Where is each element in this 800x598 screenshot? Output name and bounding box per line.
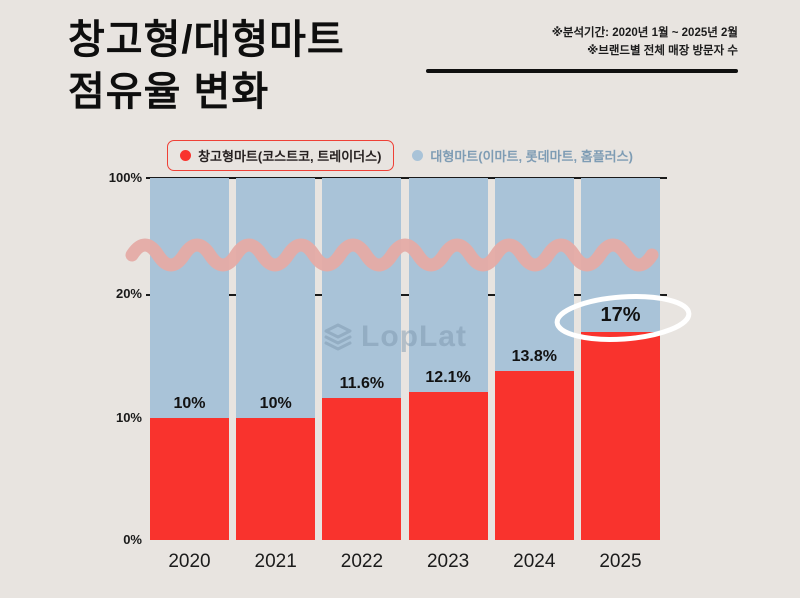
y-tick-label: 20% — [115, 286, 142, 301]
bar-warehouse — [408, 391, 488, 540]
bar-value-label: 12.1% — [425, 368, 471, 386]
bar-warehouse — [322, 397, 402, 540]
analysis-note: ※분석기간: 2020년 1월 ~ 2025년 2월 ※브랜드별 전체 매장 방… — [552, 24, 738, 60]
x-axis: 2020 2021 2022 2023 2024 2025 — [148, 551, 665, 581]
bar-value-label: 10% — [259, 394, 292, 412]
bar-chart: 10% 10% 11.6% 12.1% 13.8% 17% LopLat — [146, 177, 667, 540]
x-tick-label: 2024 — [513, 551, 556, 572]
legend: 창고형마트(코스트코, 트레이더스) 대형마트(이마트, 롯데마트, 홈플러스) — [0, 140, 800, 171]
x-tick-label: 2022 — [340, 551, 384, 572]
legend-item-hypermarket: 대형마트(이마트, 롯데마트, 홈플러스) — [412, 146, 633, 165]
legend-hypermarket-label: 대형마트(이마트, 롯데마트, 홈플러스) — [430, 149, 633, 164]
y-tick-label: 0% — [123, 532, 142, 547]
y-tick-label: 10% — [115, 409, 142, 425]
y-axis: 0% 10% 20% 100% — [58, 170, 142, 547]
blue-dot-icon — [412, 150, 424, 161]
analysis-period-text: ※분석기간: 2020년 1월 ~ 2025년 2월 — [551, 27, 738, 39]
y-tick-label: 100% — [108, 170, 142, 185]
bar-warehouse — [581, 331, 660, 540]
gridline-20pct — [146, 294, 667, 296]
x-tick-label: 2025 — [599, 551, 642, 572]
bar-warehouse — [494, 370, 574, 540]
bar-value-label: 13.8% — [511, 347, 557, 365]
x-tick-label: 2023 — [426, 551, 470, 572]
x-tick-label: 2021 — [254, 551, 297, 572]
bar-value-label: 10% — [173, 394, 206, 412]
divider-line — [426, 69, 738, 73]
bar-warehouse — [236, 417, 316, 540]
red-dot-icon — [180, 150, 192, 161]
page-title-line2: 점유율 변화 — [68, 70, 270, 114]
bar-value-label: 17% — [600, 303, 641, 326]
analysis-source-text: ※브랜드별 전체 매장 방문자 수 — [587, 45, 738, 57]
page-title-line1: 창고형/대형마트 — [68, 18, 345, 62]
x-tick-label: 2020 — [168, 551, 211, 572]
legend-warehouse-label: 창고형마트(코스트코, 트레이더스) — [198, 149, 382, 164]
legend-item-warehouse: 창고형마트(코스트코, 트레이더스) — [167, 140, 395, 171]
bars-layer: 10% 10% 11.6% 12.1% 13.8% 17% — [148, 178, 665, 540]
bar-value-label: 11.6% — [339, 374, 385, 392]
bar-warehouse — [150, 417, 229, 540]
gridline-100pct — [146, 177, 667, 179]
